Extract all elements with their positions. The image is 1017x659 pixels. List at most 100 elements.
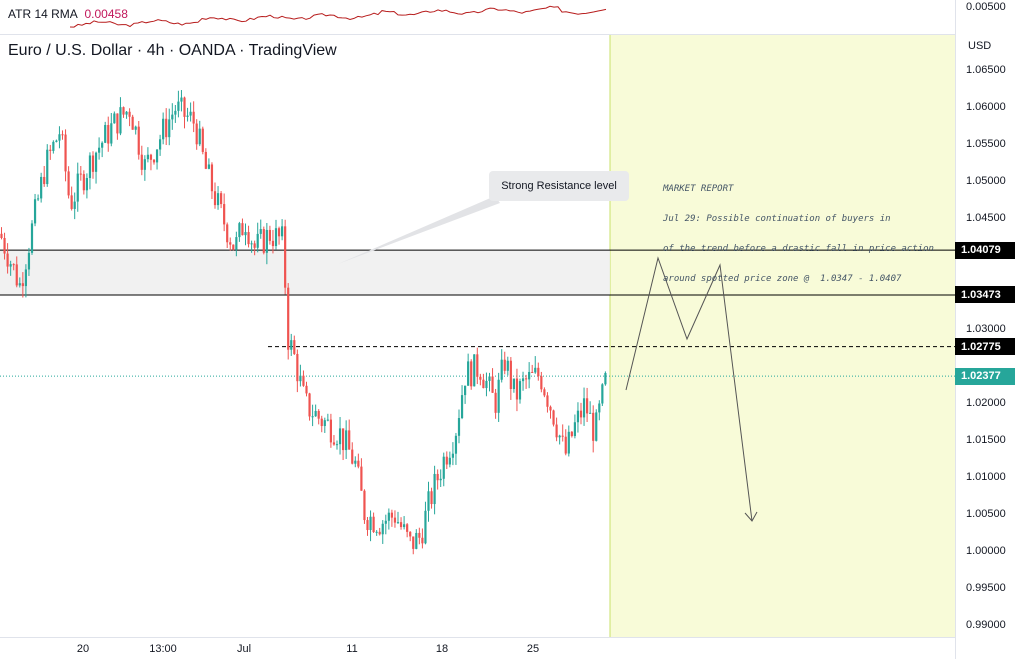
candle-body	[149, 154, 153, 160]
candle-body	[399, 522, 403, 528]
price-tick-label: 0.99000	[966, 619, 1006, 631]
candle-body	[573, 422, 576, 437]
candle-body	[488, 376, 491, 381]
candle-body	[534, 367, 537, 373]
forecast-arrowhead	[744, 511, 758, 522]
candle-body	[552, 410, 555, 425]
candle-body	[162, 118, 165, 140]
candle-body	[567, 431, 570, 454]
candle-body	[6, 253, 9, 267]
candle-body	[457, 417, 461, 436]
candle-body	[360, 466, 363, 491]
candle-body	[281, 226, 284, 237]
candle-body	[43, 176, 46, 185]
candle-body	[351, 449, 354, 464]
price-tick-label: 0.99500	[966, 582, 1006, 594]
candle-body	[247, 232, 250, 245]
price-tick-label: 1.01500	[966, 434, 1006, 446]
candle-body	[125, 111, 128, 115]
candle-body	[79, 173, 82, 175]
candle-body	[369, 516, 372, 531]
candle-body	[284, 226, 287, 288]
price-tag: 1.02775	[955, 338, 1015, 356]
candle-body	[134, 126, 137, 130]
candle-body	[482, 379, 485, 389]
price-tick-label: 1.06500	[966, 64, 1006, 76]
resistance-callout[interactable]: Strong Resistance level	[489, 171, 629, 201]
candle-body	[497, 379, 500, 413]
indicator-tick-label: 0.00500	[966, 1, 1006, 13]
candle-body	[235, 237, 238, 250]
price-tick-label: 1.05000	[966, 175, 1006, 187]
candle-body	[311, 416, 314, 418]
price-tick-label: 1.02000	[966, 397, 1006, 409]
candle-body	[439, 478, 442, 481]
price-tick-label: 1.06000	[966, 101, 1006, 113]
candle-body	[363, 490, 366, 521]
market-report[interactable]: MARKET REPORT Jul 29: Possible continuat…	[663, 164, 934, 294]
candle-body	[460, 395, 464, 418]
report-line: MARKET REPORT	[663, 184, 734, 194]
candle-body	[345, 430, 348, 451]
candle-body	[332, 442, 336, 445]
candle-body	[98, 147, 101, 153]
candle-body	[473, 354, 476, 387]
candle-body	[216, 193, 220, 206]
candle-body	[403, 524, 406, 528]
candle-body	[436, 473, 439, 481]
candle-body	[561, 435, 564, 437]
candle-body	[82, 174, 85, 191]
chart-title: Euro / U.S. Dollar · 4h · OANDA · Tradin…	[8, 42, 337, 59]
candle-body	[540, 376, 543, 390]
candle-body	[555, 424, 558, 438]
candle-body	[317, 410, 320, 419]
indicator-value: 0.00458	[84, 7, 128, 21]
candle-body	[433, 473, 436, 505]
candle-body	[595, 412, 598, 441]
candle-body	[177, 101, 180, 111]
candle-body	[445, 456, 448, 465]
candle-body	[549, 406, 552, 411]
candle-body	[430, 491, 433, 505]
candle-body	[46, 149, 49, 185]
price-tag: 1.02377	[955, 367, 1015, 385]
candle-body	[470, 361, 473, 387]
report-line: around spotted price zone @ 1.0347 - 1.0…	[663, 274, 902, 284]
candle-body	[412, 536, 415, 549]
candle-body	[67, 171, 70, 196]
candle-body	[128, 111, 131, 117]
candle-body	[180, 97, 183, 102]
candle-body	[592, 412, 595, 441]
candle-body	[305, 385, 308, 394]
candle-body	[494, 392, 497, 413]
candle-body	[250, 243, 253, 245]
candle-body	[564, 436, 567, 454]
candle-body	[232, 244, 235, 250]
candle-body	[265, 229, 268, 253]
candle-body	[186, 115, 189, 117]
candle-body	[500, 359, 503, 380]
candle-body	[342, 428, 345, 451]
candle-body	[372, 516, 375, 533]
candle-body	[204, 151, 207, 169]
candle-body	[55, 140, 58, 142]
candle-body	[390, 512, 393, 518]
candle-body	[94, 152, 98, 172]
candle-body	[168, 119, 171, 138]
candle-body	[601, 384, 604, 404]
candle-body	[201, 128, 204, 152]
candle-body	[579, 410, 583, 418]
candle-body	[113, 113, 116, 124]
candle-body	[396, 522, 400, 524]
candle-body	[226, 224, 229, 243]
candle-body	[107, 124, 110, 144]
time-tick-label: 18	[435, 643, 449, 655]
candle-body	[220, 193, 223, 205]
candle-body	[189, 111, 192, 116]
candle-body	[335, 444, 339, 446]
candle-body	[287, 287, 290, 350]
candle-body	[387, 512, 390, 521]
candle-body	[238, 223, 241, 238]
candle-body	[21, 283, 24, 287]
